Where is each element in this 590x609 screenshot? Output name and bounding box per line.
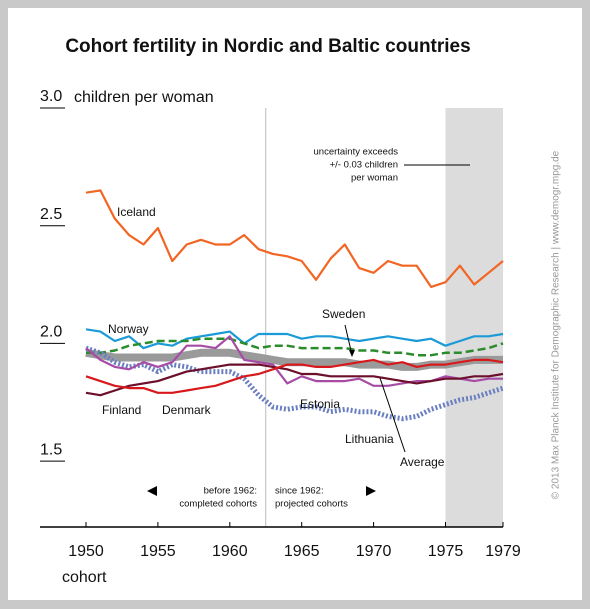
y-tick-label: 1.5	[40, 441, 62, 458]
x-tick-label: 1960	[212, 543, 248, 560]
annotation: uncertainty exceeds	[314, 147, 399, 158]
annotation: since 1962:	[275, 486, 324, 497]
label-leader	[349, 350, 355, 357]
series-line	[85, 358, 504, 394]
x-tick-label: 1965	[284, 543, 320, 560]
series-label: Iceland	[117, 205, 156, 219]
x-axis-label: cohort	[62, 569, 107, 586]
y-tick-label: 3.0	[40, 88, 62, 105]
chart-title: Cohort fertility in Nordic and Baltic co…	[65, 36, 470, 57]
series-label: Estonia	[300, 397, 340, 411]
annotation: before 1962:	[204, 486, 257, 497]
plot: uncertainty exceeds +/- 0.03 children per …	[40, 88, 521, 560]
series-label: Norway	[108, 322, 149, 336]
x-tick-label: 1979	[485, 543, 521, 560]
series-label: Lithuania	[345, 432, 394, 446]
series-label: Sweden	[322, 307, 365, 321]
series-line	[85, 328, 504, 350]
series-label: Denmark	[162, 403, 212, 417]
x-tick-label: 1975	[428, 543, 464, 560]
x-tick-label: 1970	[356, 543, 392, 560]
x-tick-label: 1955	[140, 543, 176, 560]
annotation: +/- 0.03 children	[330, 160, 398, 171]
series-line	[86, 337, 504, 357]
y-tick-label: 2.5	[40, 206, 62, 223]
uncertainty-region	[445, 108, 503, 527]
annotation: per woman	[351, 173, 398, 184]
y-tick-label: 2.0	[40, 324, 62, 341]
arrow-left	[147, 486, 157, 496]
series-label: Average	[400, 455, 445, 469]
annotation: projected cohorts	[275, 499, 348, 510]
credit: © 2013 Max Planck Institute for Demograp…	[551, 150, 562, 499]
series-line	[85, 345, 504, 422]
arrow-right	[366, 486, 376, 496]
x-tick-label: 1950	[68, 543, 104, 560]
y-axis-label: children per woman	[74, 89, 214, 106]
series-line	[85, 363, 504, 397]
label-leader	[379, 377, 406, 453]
series-label: Finland	[102, 403, 141, 417]
annotation: completed cohorts	[179, 499, 257, 510]
series-line	[85, 189, 504, 288]
